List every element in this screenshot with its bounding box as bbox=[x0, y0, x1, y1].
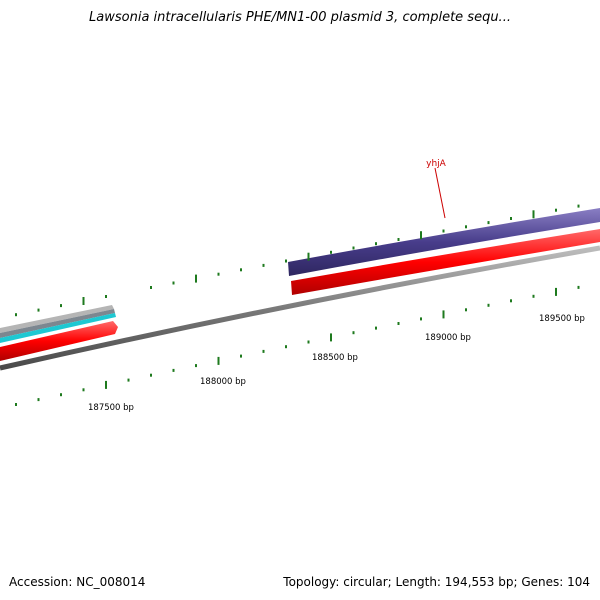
minor-tick bbox=[532, 294, 535, 298]
accession-label: Accession: NC_008014 bbox=[9, 575, 146, 589]
minor-tick bbox=[487, 303, 490, 307]
minor-tick bbox=[375, 242, 377, 246]
minor-tick bbox=[262, 349, 265, 353]
minor-tick bbox=[60, 393, 62, 397]
left-feature-stack[interactable] bbox=[0, 305, 118, 361]
major-tick bbox=[532, 210, 535, 219]
minor-tick bbox=[172, 368, 175, 372]
minor-tick bbox=[15, 313, 17, 317]
minor-tick bbox=[240, 268, 242, 272]
minor-tick bbox=[442, 229, 445, 233]
position-label-187500: 187500 bp bbox=[88, 403, 134, 413]
minor-tick bbox=[150, 286, 152, 289]
gene-label-yhjA[interactable]: yhjA bbox=[426, 159, 447, 169]
minor-tick bbox=[60, 304, 62, 308]
map-title: Lawsonia intracellularis PHE/MN1-00 plas… bbox=[89, 10, 511, 25]
minor-tick bbox=[217, 272, 220, 276]
minor-tick bbox=[330, 250, 332, 254]
major-tick bbox=[442, 310, 445, 319]
minor-tick bbox=[105, 295, 107, 298]
minor-tick bbox=[465, 225, 467, 229]
minor-tick bbox=[510, 217, 512, 220]
major-tick bbox=[330, 333, 332, 342]
major-tick bbox=[195, 274, 197, 283]
minor-tick bbox=[82, 388, 85, 392]
sequence-backbone bbox=[0, 245, 600, 371]
topology-summary: Topology: circular; Length: 194,553 bp; … bbox=[283, 575, 590, 589]
minor-tick bbox=[150, 373, 152, 377]
minor-tick bbox=[37, 308, 40, 312]
gray-feature-1[interactable] bbox=[0, 305, 114, 333]
major-tick bbox=[217, 356, 220, 365]
minor-tick bbox=[487, 221, 490, 225]
major-tick bbox=[105, 380, 107, 389]
tick-row-lower bbox=[15, 285, 580, 406]
minor-tick bbox=[262, 263, 265, 267]
minor-tick bbox=[352, 331, 355, 335]
minor-tick bbox=[285, 345, 287, 349]
position-label-188000: 188000 bp bbox=[200, 377, 246, 387]
gray-feature-2[interactable] bbox=[0, 309, 115, 338]
minor-tick bbox=[307, 340, 310, 344]
forward-cds-right[interactable] bbox=[291, 229, 600, 295]
tick-row-upper bbox=[15, 204, 580, 317]
major-tick bbox=[555, 287, 557, 296]
minor-tick bbox=[397, 322, 400, 325]
minor-tick bbox=[375, 326, 377, 330]
minor-tick bbox=[510, 299, 512, 303]
minor-tick bbox=[285, 259, 287, 263]
major-tick bbox=[420, 231, 422, 240]
minor-tick bbox=[420, 317, 422, 321]
minor-tick bbox=[577, 204, 580, 208]
minor-tick bbox=[127, 378, 130, 382]
major-tick bbox=[307, 252, 310, 261]
position-label-189000: 189000 bp bbox=[425, 333, 471, 343]
forward-cds-left[interactable] bbox=[0, 321, 118, 361]
minor-tick bbox=[37, 398, 40, 402]
minor-tick bbox=[465, 308, 467, 312]
minor-tick bbox=[555, 208, 557, 212]
gene-label-leader bbox=[434, 167, 446, 219]
minor-tick bbox=[195, 364, 197, 368]
minor-tick bbox=[397, 238, 400, 241]
cyan-feature[interactable] bbox=[0, 313, 116, 343]
reverse-cds-yhjA[interactable] bbox=[288, 208, 600, 276]
major-tick bbox=[82, 297, 85, 305]
position-label-189500: 189500 bp bbox=[539, 314, 585, 324]
right-feature-stack[interactable] bbox=[288, 208, 600, 295]
minor-tick bbox=[352, 246, 355, 250]
position-label-188500: 188500 bp bbox=[312, 353, 358, 363]
minor-tick bbox=[577, 285, 580, 289]
minor-tick bbox=[15, 403, 17, 406]
minor-tick bbox=[172, 281, 175, 285]
minor-tick bbox=[240, 354, 242, 358]
